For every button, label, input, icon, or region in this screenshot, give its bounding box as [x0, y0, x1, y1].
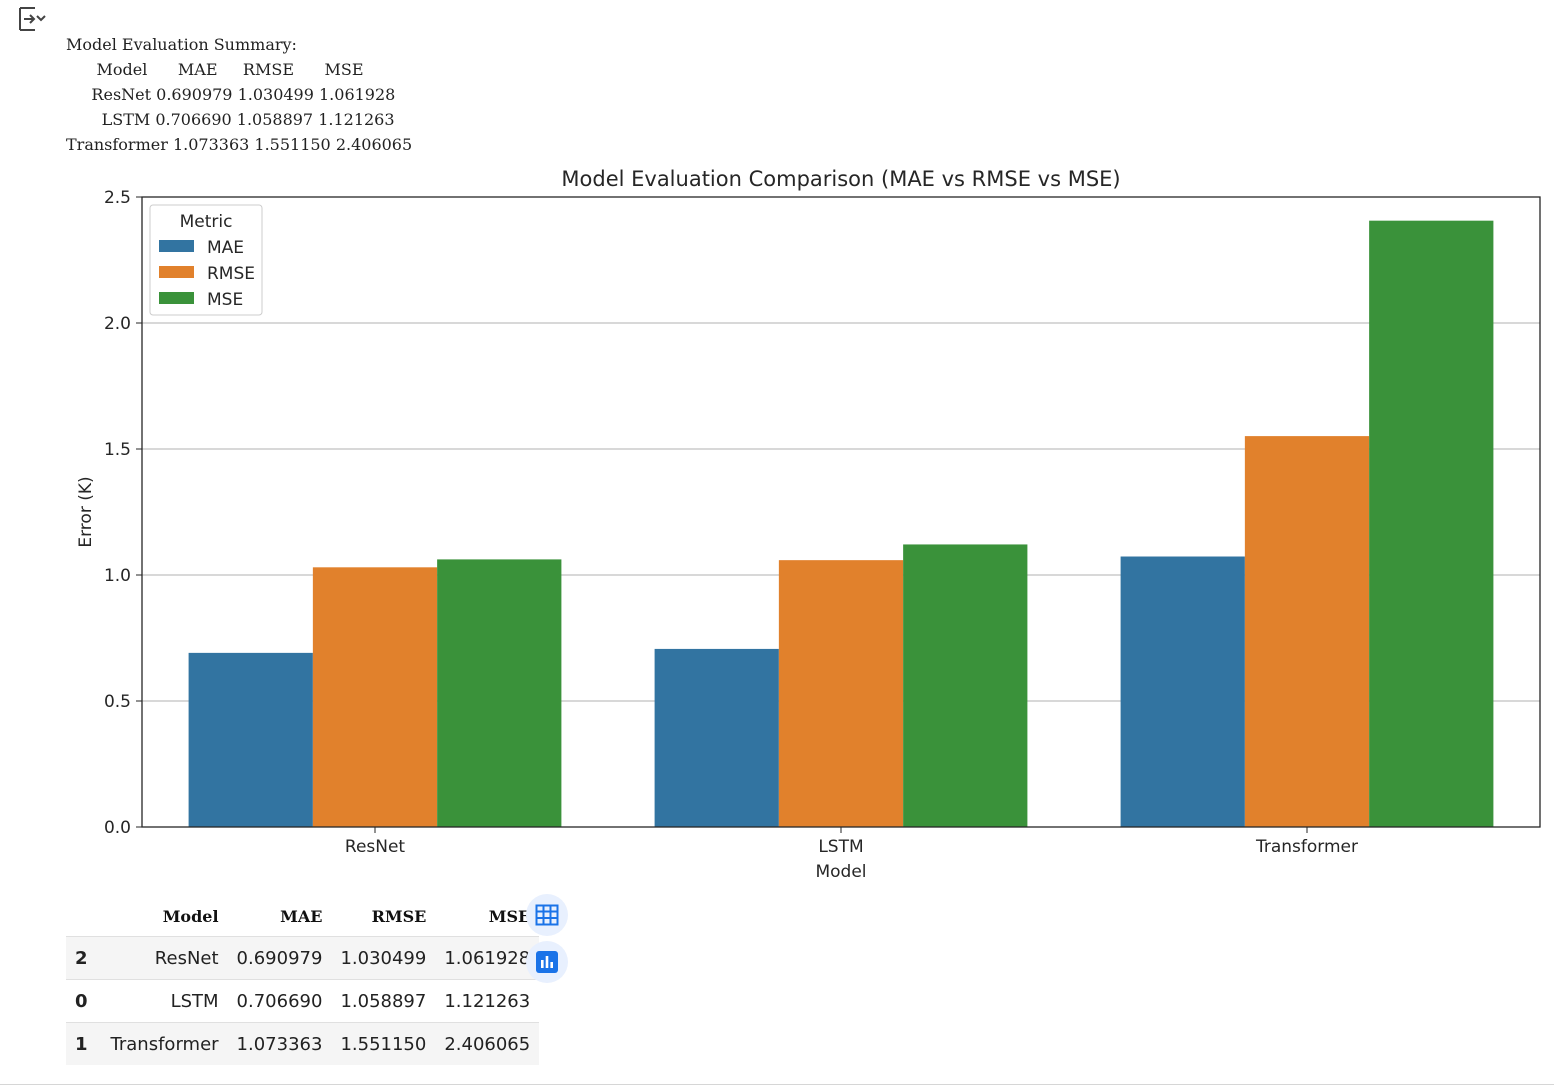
index-header: [66, 896, 102, 937]
bar-rmse: [1244, 436, 1370, 827]
row-index: 1: [75, 1033, 88, 1055]
dataframe-table: Model MAE RMSE MSE 2 ResNet 0.690979 1.0…: [66, 896, 540, 1065]
rmse-cell: 1.030499: [340, 947, 427, 969]
rmse-header: RMSE: [371, 906, 427, 926]
bar-rmse: [312, 567, 438, 827]
mae-cell: 0.690979: [236, 947, 323, 969]
table-view-icon: [535, 904, 559, 926]
y-tick-label: 1.0: [104, 566, 131, 586]
legend-label-mae: MAE: [207, 238, 244, 258]
bar-mse: [1369, 220, 1494, 827]
table-row: 2 ResNet 0.690979 1.030499 1.061928: [66, 936, 540, 980]
mae-cell: 0.706690: [236, 990, 323, 1012]
output-toggle-button[interactable]: [14, 4, 50, 34]
x-tick-label: LSTM: [818, 837, 863, 857]
cell-divider: [0, 1084, 1554, 1085]
summary-text-output: Model Evaluation Summary: Model MAE RMSE…: [66, 35, 413, 154]
chart-title: Model Evaluation Comparison (MAE vs RMSE…: [561, 167, 1120, 191]
x-axis-label: Model: [815, 862, 866, 882]
bar-rmse: [778, 560, 904, 827]
bar-mse: [437, 559, 562, 827]
chart-suggestion-icon: [536, 951, 558, 973]
model-cell: Transformer: [110, 1033, 219, 1055]
mae-header: MAE: [280, 906, 323, 926]
model-cell: LSTM: [170, 990, 219, 1012]
legend-box: [149, 204, 263, 316]
chart-suggestion-button[interactable]: [526, 941, 568, 983]
mae-cell: 1.073363: [236, 1033, 323, 1055]
bar-mae: [654, 648, 779, 827]
output-toggle-icon: [19, 7, 46, 31]
y-axis-label: Error (K): [76, 476, 96, 547]
mse-cell: 2.406065: [444, 1033, 531, 1055]
mse-header: MSE: [488, 906, 531, 926]
y-tick-label: 1.5: [104, 440, 131, 460]
table-row: 1 Transformer 1.073363 1.551150 2.406065: [66, 1022, 540, 1065]
mse-cell: 1.121263: [444, 990, 531, 1012]
x-tick-label: ResNet: [345, 837, 406, 857]
chart-container: 0.0 0.5 1.0 1.5 2.0 2.5 ResNet LSTM Transformer M…: [60, 160, 1550, 885]
bar-mae: [188, 652, 313, 827]
row-index: 0: [75, 990, 88, 1012]
mse-cell: 1.061928: [444, 947, 531, 969]
model-header: Model: [162, 906, 219, 926]
row-index: 2: [75, 947, 88, 969]
x-tick-label: Transformer: [1255, 837, 1358, 857]
legend-swatch-rmse: [159, 266, 194, 278]
table-header-row: Model MAE RMSE MSE: [66, 896, 539, 937]
y-tick-label: 0.0: [104, 818, 131, 838]
table-view-button[interactable]: [526, 894, 568, 936]
model-cell: ResNet: [154, 947, 219, 969]
plot-frame: [141, 196, 1541, 828]
bar-chart: 0.0 0.5 1.0 1.5 2.0 2.5 ResNet LSTM Transformer M…: [76, 167, 1541, 882]
y-tick-label: 2.5: [104, 188, 131, 208]
rmse-cell: 1.058897: [340, 990, 427, 1012]
legend-title: Metric: [180, 212, 233, 232]
table-row: 0 LSTM 0.706690 1.058897 1.121263: [66, 979, 540, 1023]
legend-label-rmse: RMSE: [207, 264, 255, 284]
y-tick-label: 2.0: [104, 314, 131, 334]
y-tick-label: 0.5: [104, 692, 131, 712]
bar-mse: [903, 544, 1028, 827]
rmse-cell: 1.551150: [340, 1033, 427, 1055]
bar-mae: [1120, 556, 1245, 827]
legend-swatch-mae: [159, 240, 194, 252]
legend-label-mse: MSE: [207, 290, 243, 310]
legend-swatch-mse: [159, 292, 194, 304]
